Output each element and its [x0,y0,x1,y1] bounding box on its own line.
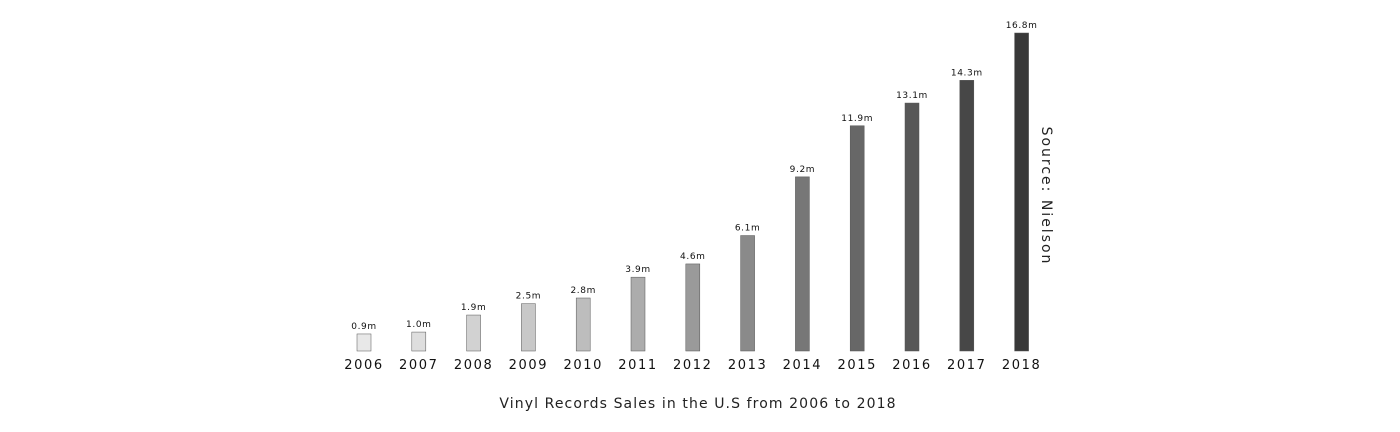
x-tick-label-2010: 2010 [563,358,602,373]
bar-2006 [356,333,372,352]
bar-value-label-2013: 6.1m [735,224,760,234]
x-tick-label-2006: 2006 [344,358,383,373]
bar-value-label-2017: 14.3m [951,68,983,78]
bars-group [356,32,1029,352]
bar-2011 [630,276,646,352]
bar-value-label-2007: 1.0m [406,320,431,330]
bar-value-label-2009: 2.5m [516,292,541,302]
x-tick-label-2008: 2008 [454,358,493,373]
source-label: Source: Nielson [1038,127,1054,266]
bar-2008 [466,314,481,352]
bar-value-label-2011: 3.9m [625,265,650,275]
x-tick-label-2018: 2018 [1002,358,1041,373]
x-tick-label-2014: 2014 [783,358,822,373]
bar-value-label-2008: 1.9m [461,303,486,313]
bar-value-label-2012: 4.6m [680,252,705,262]
bar-2013 [740,235,755,352]
x-tick-labels-group: 2006 2007 2008 2009 2010 2011 2012 2013 2014 2015… [344,358,1041,373]
x-tick-label-2011: 2011 [618,358,657,373]
bar-2016 [904,102,920,352]
chart-title: Vinyl Records Sales in the U.S from 2006… [499,396,896,412]
x-tick-label-2009: 2009 [509,358,548,373]
bar-2015 [849,125,865,352]
x-tick-label-2013: 2013 [728,358,767,373]
x-tick-label-2007: 2007 [399,358,438,373]
bar-2007 [411,331,427,352]
bar-2017 [959,80,975,352]
bar-2009 [521,303,536,352]
bar-2014 [795,176,810,352]
x-tick-label-2016: 2016 [892,358,931,373]
bar-2010 [575,297,591,352]
bar-value-label-2016: 13.1m [896,91,928,101]
bar-value-label-2006: 0.9m [351,322,376,332]
x-tick-label-2017: 2017 [947,358,986,373]
bar-value-label-2014: 9.2m [790,165,815,175]
x-tick-label-2015: 2015 [837,358,876,373]
bar-2012 [685,263,701,352]
bar-value-label-2010: 2.8m [570,286,595,296]
bar-value-label-2015: 11.9m [841,114,873,124]
value-labels-group: 0.9m 1.0m 1.9m 2.5m 2.8m 3.9m 4.6m 6.1m 9.2m 11.9… [351,21,1037,332]
bar-value-label-2018: 16.8m [1006,21,1038,31]
x-tick-label-2012: 2012 [673,358,712,373]
bar-2018 [1014,32,1029,352]
